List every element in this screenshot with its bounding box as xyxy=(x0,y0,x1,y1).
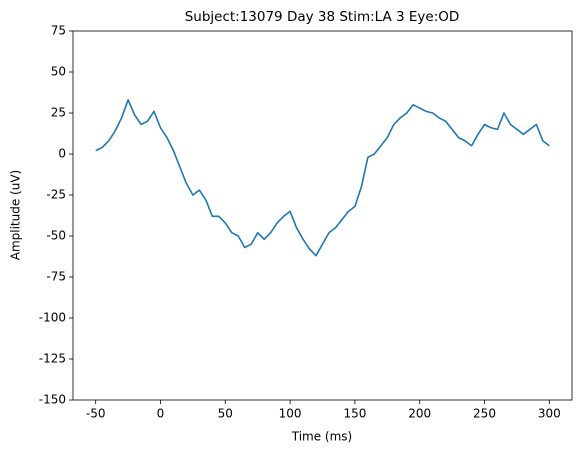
x-tick-label: 100 xyxy=(279,407,302,421)
line-series xyxy=(95,99,550,257)
y-tick-label: 25 xyxy=(51,106,66,120)
x-tick-label: 200 xyxy=(408,407,431,421)
x-tick-label: -50 xyxy=(86,407,106,421)
x-tick-label: 250 xyxy=(473,407,496,421)
y-tick-label: -100 xyxy=(39,311,66,325)
y-tick-label: -150 xyxy=(39,393,66,407)
y-tick-label: 50 xyxy=(51,65,66,79)
y-tick-label: -125 xyxy=(39,352,66,366)
x-tick-label: 50 xyxy=(218,407,233,421)
y-tick-label: 0 xyxy=(58,147,66,161)
y-tick-label: -75 xyxy=(46,270,66,284)
plot-frame xyxy=(72,30,573,401)
x-tick-label: 300 xyxy=(538,407,561,421)
y-tick-label: -50 xyxy=(46,229,66,243)
chart-title: Subject:13079 Day 38 Stim:LA 3 Eye:OD xyxy=(185,9,460,25)
x-tick-label: 0 xyxy=(157,407,165,421)
y-tick-label: -25 xyxy=(46,188,66,202)
x-axis-label: Time (ms) xyxy=(291,430,353,444)
x-tick-label: 150 xyxy=(343,407,366,421)
y-tick-label: 75 xyxy=(51,24,66,38)
y-axis-label: Amplitude (uV) xyxy=(9,170,23,261)
